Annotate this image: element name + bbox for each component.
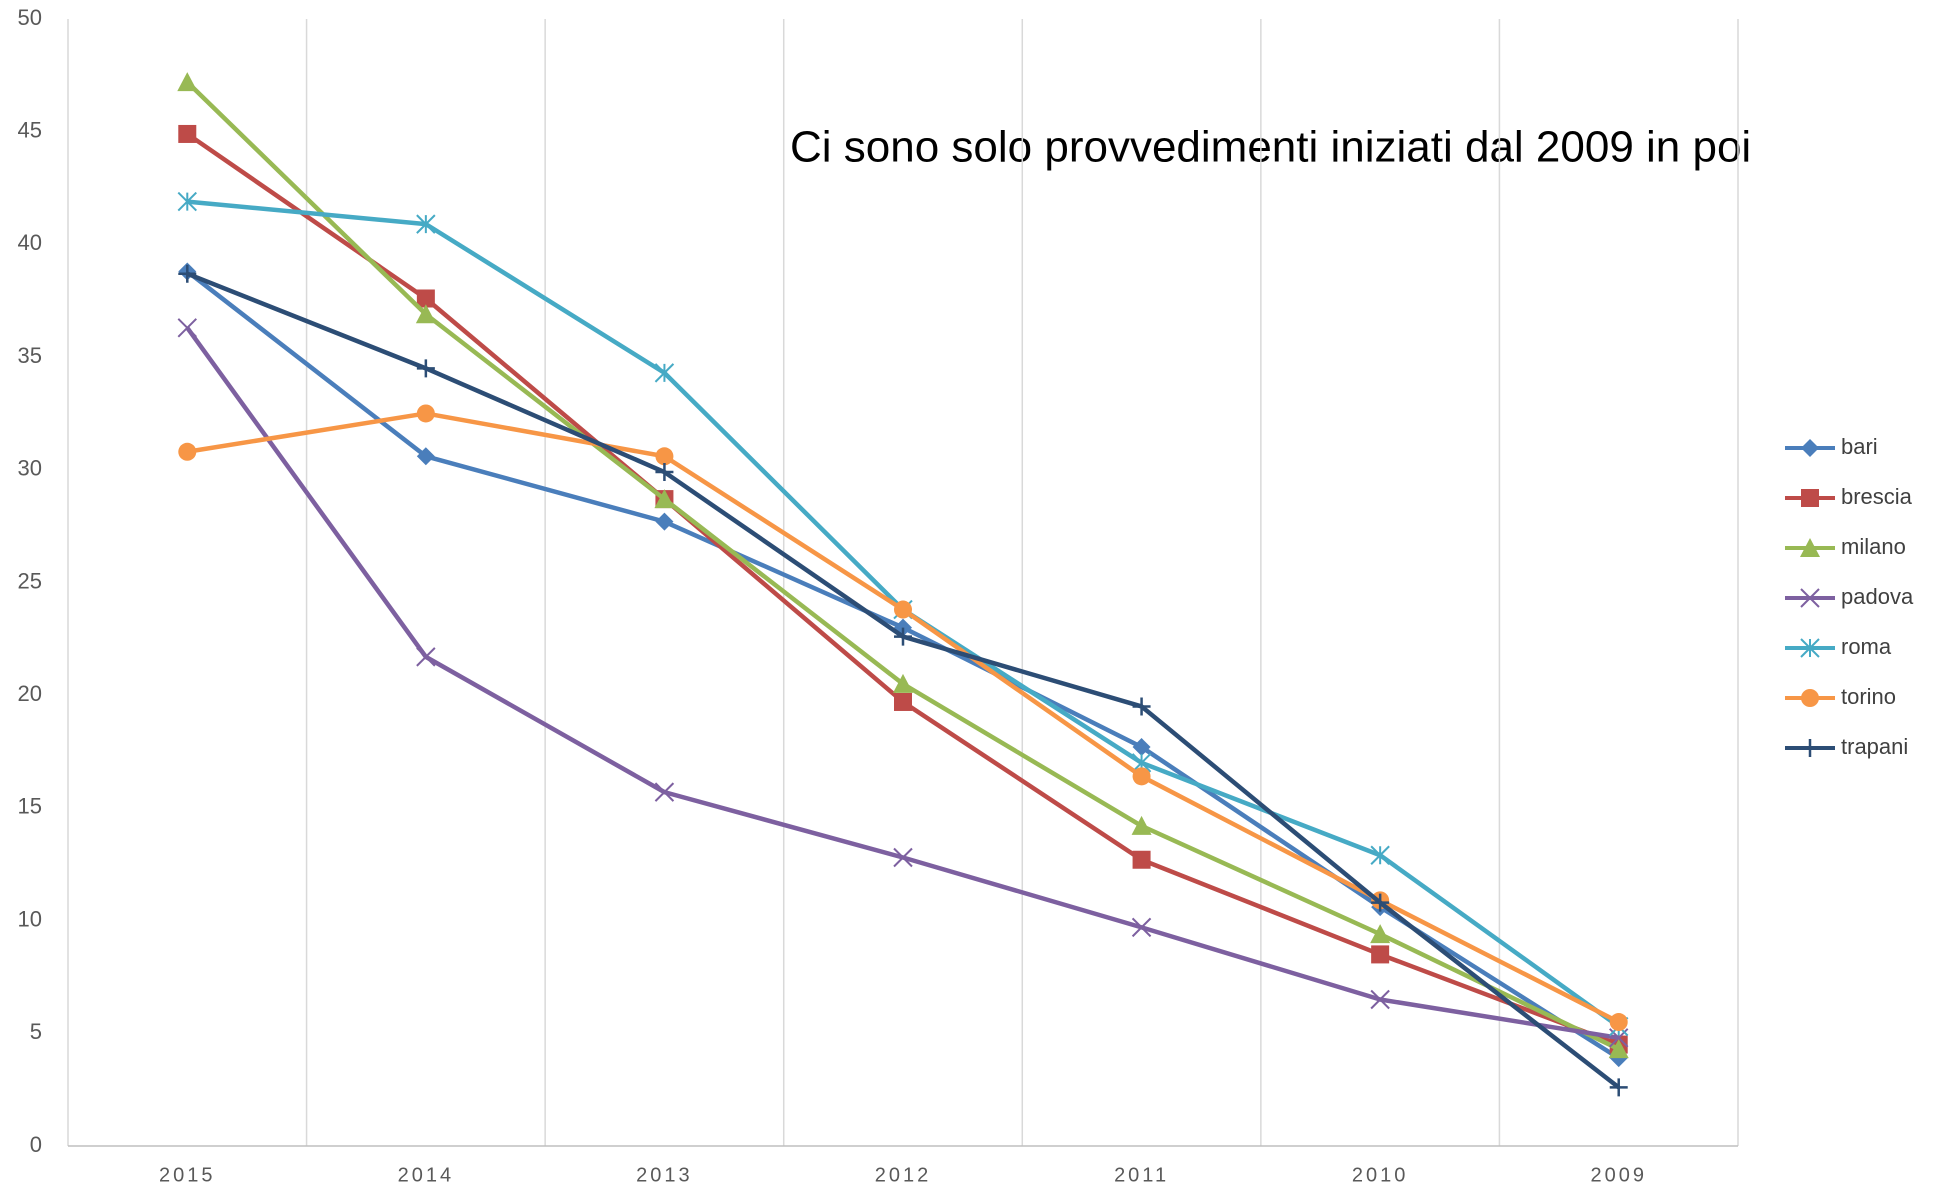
x-tick-label: 2009 [1590,1164,1647,1186]
series-line [186,411,1620,1025]
y-tick-label: 30 [18,456,42,481]
marker [1800,588,1820,608]
marker [1132,767,1151,786]
marker [416,647,436,667]
marker [416,404,435,423]
marker [1370,989,1390,1010]
series-line [185,269,1620,1060]
marker [654,363,675,383]
y-tick-label: 15 [18,794,42,819]
marker [1131,917,1152,938]
marker [1800,638,1820,658]
marker [1371,945,1390,964]
marker [178,264,197,283]
marker [1801,689,1819,707]
legend-label: brescia [1841,484,1913,509]
marker [416,359,435,378]
legend-label: torino [1841,684,1896,709]
marker [1609,1078,1628,1097]
marker [655,447,674,466]
marker [1132,850,1151,869]
y-tick-label: 0 [30,1132,42,1157]
x-tick-label: 2015 [159,1164,216,1186]
marker [1132,697,1151,716]
marker [655,463,674,482]
series-line [185,80,1620,1052]
marker [177,318,197,338]
y-tick-label: 45 [18,118,42,143]
marker [1370,845,1390,865]
marker [654,782,675,802]
y-tick-label: 40 [18,230,42,255]
x-tick-label: 2011 [1114,1164,1169,1186]
x-tick-label: 2014 [398,1164,455,1186]
marker [1801,439,1819,457]
marker [416,447,435,466]
marker [177,191,197,212]
y-tick-label: 5 [30,1019,42,1044]
marker [1132,738,1151,757]
x-tick-label: 2010 [1352,1164,1409,1186]
x-tick-label: 2012 [875,1164,932,1186]
y-tick-label: 10 [18,906,42,931]
marker [1801,739,1819,757]
marker [1370,924,1391,944]
legend-label: bari [1841,434,1878,459]
marker [893,673,913,693]
y-tick-label: 50 [18,5,42,30]
marker [1801,489,1819,507]
series-line [186,132,1620,1047]
marker [1608,1039,1629,1059]
y-tick-label: 35 [18,343,42,368]
marker [893,847,913,868]
marker [655,512,674,531]
marker [1800,538,1820,557]
marker [894,692,912,711]
marker [416,214,436,234]
marker [654,489,675,509]
marker [177,72,198,92]
marker [1371,893,1390,912]
marker [178,124,197,143]
legend-label: padova [1841,584,1914,609]
legend-label: trapani [1841,734,1908,759]
legend-label: milano [1841,534,1906,559]
marker [1131,815,1152,835]
chart-title: Ci sono solo provvedimenti iniziati dal … [790,123,1751,172]
marker [178,442,197,461]
marker [894,600,912,619]
marker [894,627,912,646]
legend-label: roma [1841,634,1892,659]
marker [1609,1013,1628,1032]
marker [415,304,436,324]
y-tick-label: 20 [18,681,42,706]
marker [416,289,435,308]
y-tick-label: 25 [18,568,42,593]
x-tick-label: 2013 [636,1164,693,1186]
